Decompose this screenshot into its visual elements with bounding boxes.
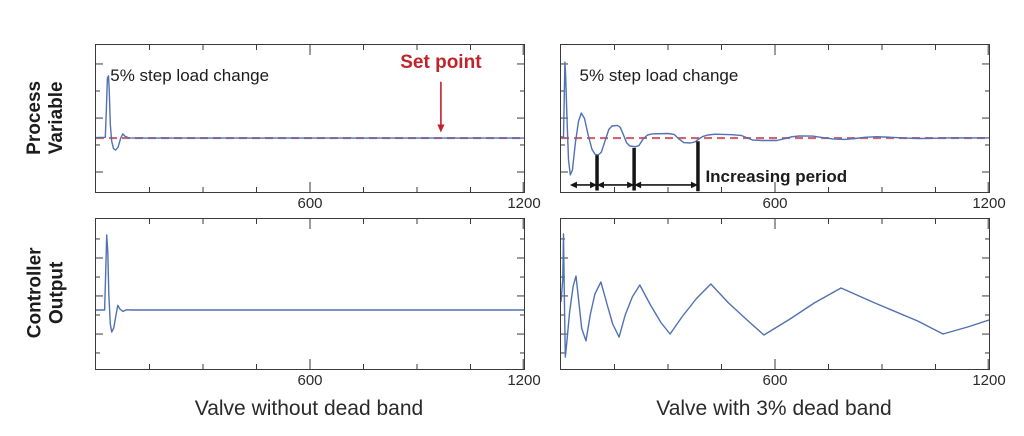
step-load-annotation: 5% step load change xyxy=(579,65,739,85)
series-line xyxy=(96,234,524,333)
chart-canvas xyxy=(96,219,524,369)
plot-process-variable-no-deadband: 5% step load change Set point 600 1200 xyxy=(95,44,541,212)
plot-process-variable-with-deadband: 5% step load change Increasing period 600 1… xyxy=(560,44,1006,212)
setpoint-annotation: Set point xyxy=(400,51,482,73)
caption-valve-without-deadband: Valve without dead band xyxy=(194,397,424,420)
x-tick-label: 1200 xyxy=(972,372,1006,389)
chart-canvas xyxy=(561,45,989,192)
x-tick-label: 1200 xyxy=(507,195,541,212)
x-tick-label: 600 xyxy=(762,195,788,212)
series-line xyxy=(96,75,524,151)
series-line xyxy=(561,233,989,358)
increasing-period-annotation: Increasing period xyxy=(705,166,848,186)
caption-valve-with-deadband: Valve with 3% dead band xyxy=(656,397,892,420)
x-tick-label: 600 xyxy=(297,372,323,389)
plot-controller-output-with-deadband: 600 1200 xyxy=(560,218,1006,389)
chart-canvas xyxy=(561,219,989,369)
series-line xyxy=(561,61,989,176)
x-tick-label: 1200 xyxy=(972,195,1006,212)
step-load-annotation: 5% step load change xyxy=(110,65,270,85)
x-tick-label: 600 xyxy=(762,372,788,389)
y-axis-label-text: Controller Output xyxy=(24,247,67,339)
y-axis-label-text: Process Variable xyxy=(24,80,67,155)
x-tick-label: 600 xyxy=(297,195,323,212)
x-tick-label: 1200 xyxy=(507,372,541,389)
plot-controller-output-no-deadband: 600 1200 xyxy=(95,218,541,389)
y-axis-label-process-variable: Process Variable xyxy=(0,44,92,191)
chart-canvas xyxy=(96,45,524,192)
y-axis-label-controller-output: Controller Output xyxy=(0,218,92,368)
